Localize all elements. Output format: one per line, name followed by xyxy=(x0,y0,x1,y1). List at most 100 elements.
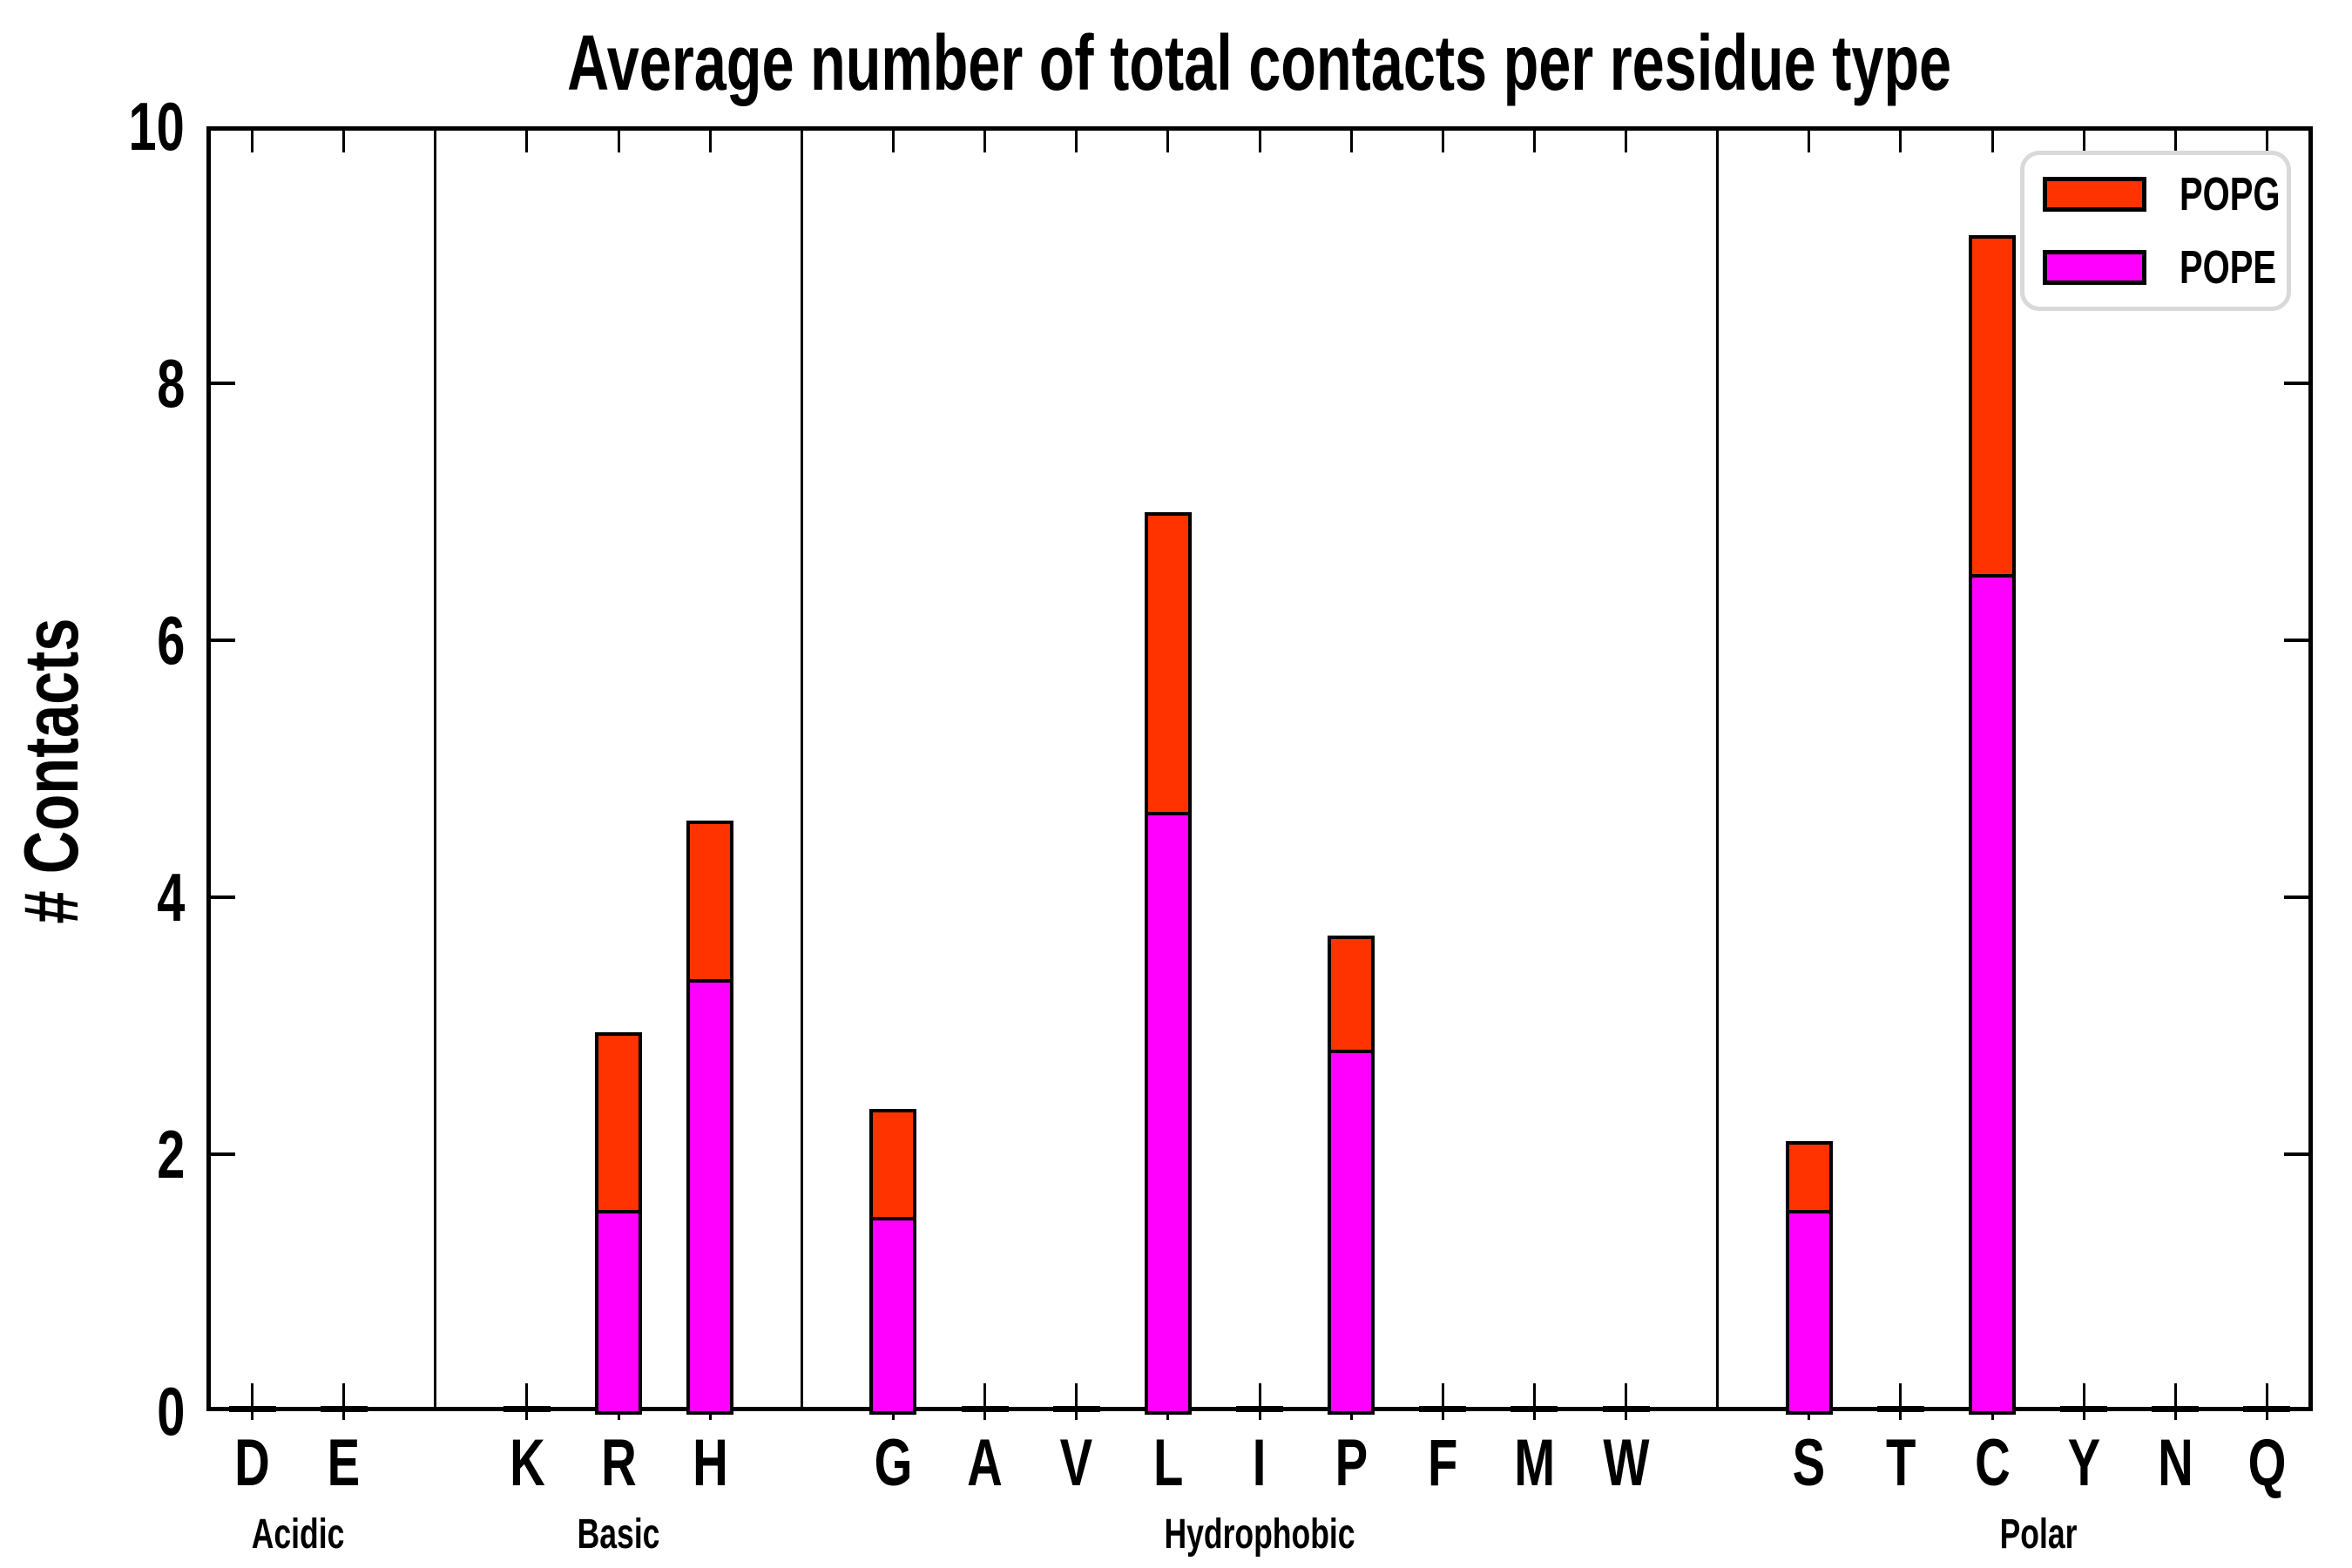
x-tick-Y xyxy=(2082,1383,2085,1420)
chart-title-text: Average number of total contacts per res… xyxy=(567,20,1952,107)
group-separator-0 xyxy=(434,126,437,1411)
x-tick-label-G: G xyxy=(832,1430,954,1497)
y-tick-right xyxy=(2284,639,2310,642)
group-label-text: Polar xyxy=(1999,1511,2078,1558)
x-tick-top-Q xyxy=(2265,126,2268,152)
bar-V-zero xyxy=(1052,1406,1100,1412)
x-tick-W xyxy=(1625,1383,1628,1420)
x-tick-top-D xyxy=(251,126,254,152)
y-tick-label-text: 2 xyxy=(156,1116,185,1193)
bar-C-pope xyxy=(1972,578,2013,1411)
bar-N-zero xyxy=(2152,1406,2200,1412)
x-tick-label-H: H xyxy=(649,1430,771,1497)
x-tick-N xyxy=(2173,1383,2177,1420)
bar-F-zero xyxy=(1419,1406,1467,1412)
legend-entry-popg: POPG xyxy=(2024,171,2287,218)
x-tick-top-I xyxy=(1258,126,1261,152)
y-tick-right xyxy=(2284,1152,2310,1156)
x-tick-top-K xyxy=(525,126,529,152)
x-tick-top-S xyxy=(1808,126,1811,152)
y-tick-right xyxy=(2284,382,2310,385)
x-tick-Q xyxy=(2265,1383,2268,1420)
x-tick-label-text: F xyxy=(1428,1426,1458,1500)
x-tick-label-M: M xyxy=(1473,1430,1595,1497)
bar-E-zero xyxy=(320,1406,368,1412)
x-tick-label-text: P xyxy=(1335,1426,1368,1500)
bar-P-pope xyxy=(1331,1053,1372,1411)
legend-label-popg: POPG xyxy=(2180,168,2281,220)
y-tick-left xyxy=(209,896,235,899)
x-tick-top-P xyxy=(1349,126,1353,152)
y-tick-right xyxy=(2284,896,2310,899)
x-tick-label-S: S xyxy=(1748,1430,1870,1497)
x-tick-label-V: V xyxy=(1016,1430,1138,1497)
x-tick-label-text: I xyxy=(1253,1426,1267,1500)
x-tick-top-L xyxy=(1166,126,1170,152)
y-tick-label-text: 6 xyxy=(156,602,185,679)
x-tick-T xyxy=(1899,1383,1903,1420)
y-tick-left xyxy=(209,382,235,385)
chart-title: Average number of total contacts per res… xyxy=(206,21,2313,107)
x-tick-top-M xyxy=(1532,126,1536,152)
x-tick-top-Y xyxy=(2082,126,2085,152)
x-tick-A xyxy=(983,1383,987,1420)
x-tick-label-E: E xyxy=(283,1430,405,1497)
x-tick-top-W xyxy=(1625,126,1628,152)
y-tick-label-4: 4 xyxy=(37,863,185,931)
x-tick-label-R: R xyxy=(558,1430,679,1497)
bar-P-popg xyxy=(1331,939,1372,1053)
bar-Q-zero xyxy=(2243,1406,2291,1412)
y-tick-label-10: 10 xyxy=(37,92,185,160)
group-label-basic: Basic xyxy=(401,1514,836,1556)
y-tick-label-text: 8 xyxy=(156,345,185,422)
group-label-text: Hydrophobic xyxy=(1164,1511,1355,1558)
x-tick-top-A xyxy=(983,126,987,152)
y-tick-label-6: 6 xyxy=(37,606,185,674)
bar-R-popg xyxy=(598,1035,639,1214)
x-tick-top-E xyxy=(342,126,346,152)
x-tick-label-text: G xyxy=(874,1426,913,1500)
x-tick-label-Q: Q xyxy=(2206,1430,2328,1497)
plot-frame xyxy=(206,126,2313,1411)
x-tick-label-text: N xyxy=(2157,1426,2193,1500)
group-label-text: Basic xyxy=(577,1511,660,1558)
group-label-hydrophobic: Hydrophobic xyxy=(1042,1514,1477,1556)
x-tick-top-H xyxy=(708,126,712,152)
bar-S-popg xyxy=(1788,1145,1829,1214)
x-tick-D xyxy=(251,1383,254,1420)
legend-label-pope: POPE xyxy=(2180,241,2277,294)
group-label-polar: Polar xyxy=(1821,1514,2256,1556)
x-tick-label-text: C xyxy=(1974,1426,2011,1500)
bar-G xyxy=(869,1109,917,1415)
x-tick-K xyxy=(525,1383,529,1420)
bar-T-zero xyxy=(1876,1406,1924,1412)
y-tick-label-8: 8 xyxy=(37,349,185,417)
bar-S xyxy=(1785,1141,1833,1415)
bar-L-popg xyxy=(1147,515,1188,816)
bar-I-zero xyxy=(1236,1406,1283,1412)
x-tick-label-text: V xyxy=(1059,1426,1093,1500)
legend-entry-pope: POPE xyxy=(2024,244,2287,291)
y-tick-left xyxy=(209,1152,235,1156)
bar-G-pope xyxy=(873,1220,914,1411)
x-tick-label-I: I xyxy=(1199,1430,1321,1497)
x-tick-label-D: D xyxy=(192,1430,314,1497)
group-separator-2 xyxy=(1716,126,1720,1411)
x-tick-label-F: F xyxy=(1382,1430,1504,1497)
x-tick-label-text: Y xyxy=(2067,1426,2100,1500)
x-tick-top-N xyxy=(2173,126,2177,152)
bar-H xyxy=(686,820,734,1415)
x-tick-E xyxy=(342,1383,346,1420)
legend-swatch-popg xyxy=(2043,177,2146,212)
bar-C xyxy=(1969,235,2017,1415)
x-tick-label-K: K xyxy=(466,1430,588,1497)
x-tick-label-text: E xyxy=(327,1426,361,1500)
bar-L xyxy=(1144,511,1192,1415)
x-tick-label-text: S xyxy=(1793,1426,1826,1500)
x-tick-label-P: P xyxy=(1290,1430,1412,1497)
x-tick-label-C: C xyxy=(1931,1430,2053,1497)
x-tick-label-W: W xyxy=(1565,1430,1687,1497)
x-tick-top-R xyxy=(617,126,620,152)
y-tick-label-2: 2 xyxy=(37,1120,185,1188)
bar-A-zero xyxy=(961,1406,1009,1412)
